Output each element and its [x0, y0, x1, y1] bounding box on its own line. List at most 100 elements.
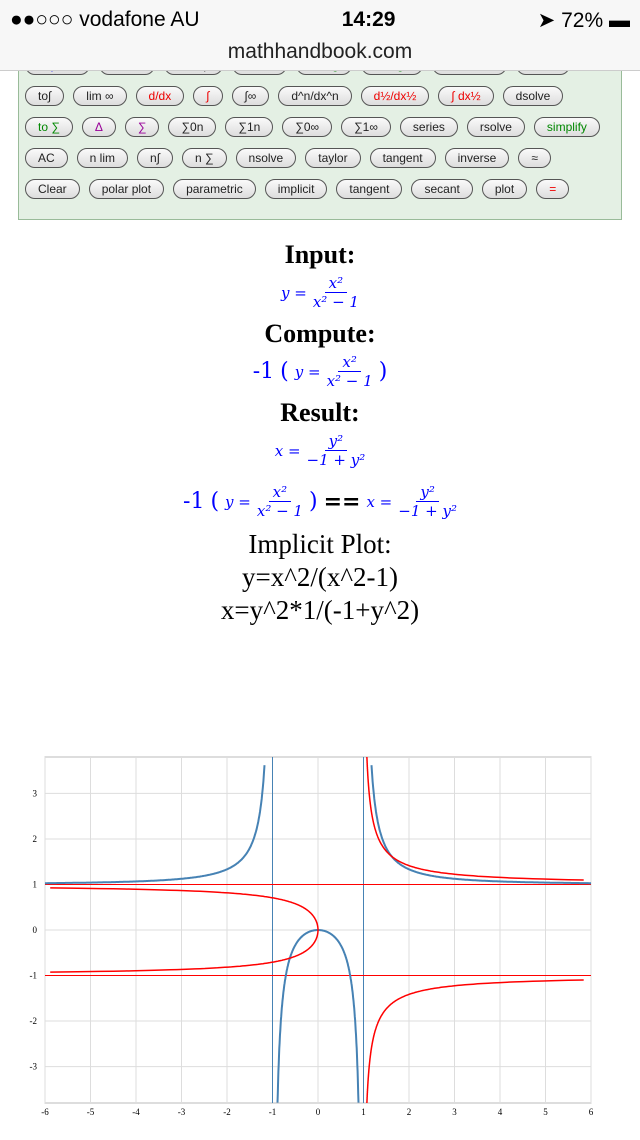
x-tick-label: -3 — [178, 1107, 186, 1117]
numerator: y² — [324, 432, 348, 451]
plot-eq-1: y=x^2/(x^2-1) — [241, 562, 399, 592]
y-tick-label: -3 — [30, 1062, 38, 1072]
denominator: x² − 1 — [312, 293, 359, 311]
keypad-row: to ∑ Δ ∑ ∑0n ∑1n ∑0∞ ∑1∞ series rsolve simplify — [19, 111, 621, 142]
key-button[interactable]: to sin — [232, 71, 287, 75]
key-button[interactable]: simplify — [533, 116, 600, 137]
numerator: y² — [416, 483, 439, 502]
denominator: −1 + y² — [306, 451, 366, 469]
battery-level: 72% — [561, 8, 604, 32]
key-button[interactable]: ∑ — [124, 116, 160, 137]
key-button[interactable]: expand — [25, 71, 91, 75]
key-button[interactable]: lim ∞ — [73, 85, 127, 106]
keypad: expand factor to exp to sin to trig to trigh d… — [18, 71, 622, 220]
lhs: x = — [274, 441, 301, 460]
key-button[interactable]: = — [536, 178, 570, 199]
prefix: -1 — [183, 489, 205, 514]
key-button[interactable]: n∫ — [137, 147, 173, 168]
equals: == — [323, 488, 361, 515]
key-button[interactable]: ∑1n — [225, 116, 274, 137]
plot-title: Implicit Plot: y=x^2/(x^2-1) x=y^2*1/(-1… — [0, 528, 640, 627]
y-tick-label: 3 — [33, 788, 38, 798]
key-button[interactable]: ∑0n — [168, 116, 217, 137]
battery: ➤ 72% ▬ — [537, 8, 630, 32]
x-tick-label: -5 — [87, 1107, 95, 1117]
lhs: y = — [294, 362, 321, 381]
key-button[interactable]: to∫ — [25, 85, 65, 106]
key-button[interactable]: Δ — [81, 116, 116, 137]
curve — [45, 765, 266, 885]
key-button[interactable]: ∑1∞ — [341, 116, 391, 137]
y-tick-label: 2 — [33, 834, 38, 844]
x-tick-label: -2 — [223, 1107, 231, 1117]
key-button[interactable]: factor — [99, 71, 156, 75]
key-button[interactable]: n ∑ — [181, 147, 227, 168]
key-button[interactable]: Clear — [25, 178, 80, 199]
clock: 14:29 — [341, 8, 396, 31]
x-tick-label: 5 — [543, 1107, 548, 1117]
key-button[interactable]: secant — [411, 178, 473, 199]
y-tick-label: 0 — [33, 925, 38, 935]
denominator: x² − 1 — [326, 372, 373, 390]
keypad-row: AC n lim n∫ n ∑ nsolve taylor tangent inverse ≈ — [19, 142, 621, 173]
key-button[interactable]: ∫ dx½ — [438, 85, 494, 106]
keypad-row: Clear polar plot parametric implicit tangent… — [19, 173, 621, 204]
key-button[interactable]: tangent — [336, 178, 403, 199]
key-button[interactable]: ≈ — [518, 147, 551, 168]
curve — [370, 765, 591, 885]
key-button[interactable]: ∫∞ — [231, 85, 270, 106]
key-button[interactable]: to exp — [164, 71, 224, 75]
key-button[interactable]: nsolve — [235, 147, 297, 168]
x-tick-label: -4 — [132, 1107, 140, 1117]
key-button[interactable]: d/dx — [135, 85, 185, 106]
keypad-row: expand factor to exp to sin to trig to trigh d… — [19, 71, 621, 80]
x-tick-label: 2 — [407, 1107, 412, 1117]
key-button[interactable]: ∫ — [193, 85, 223, 106]
carrier: ●●○○○ vodafone AU — [10, 8, 200, 31]
key-button[interactable]: n lim — [76, 147, 129, 168]
lhs: x = — [366, 492, 393, 511]
key-button[interactable]: to ∑ — [25, 116, 73, 137]
curve — [366, 979, 584, 1103]
compute-heading: Compute: — [264, 319, 376, 348]
key-button[interactable]: rsolve — [466, 116, 525, 137]
key-button[interactable]: solve — [515, 71, 570, 75]
key-button[interactable]: plot — [481, 178, 528, 199]
equation-formula: -1(y = x² x² − 1) == x = y² −1 + y² — [183, 483, 457, 520]
x-tick-label: -6 — [41, 1107, 49, 1117]
curve — [50, 887, 319, 973]
key-button[interactable]: d½/dx½ — [360, 85, 430, 106]
numerator: x² — [324, 274, 348, 293]
result-heading: Result: — [280, 398, 360, 427]
plot-eq-2: x=y^2*1/(-1+y^2) — [220, 595, 420, 625]
key-button[interactable]: to trigh — [360, 71, 424, 75]
key-button[interactable]: implicit — [264, 178, 328, 199]
y-tick-label: 1 — [33, 879, 38, 889]
x-tick-label: 4 — [498, 1107, 503, 1117]
numerator: x² — [338, 353, 361, 372]
key-button[interactable]: series — [399, 116, 458, 137]
status-bar: ●●○○○ vodafone AU 14:29 ➤ 72% ▬ — [0, 0, 640, 40]
prefix: -1 — [252, 359, 275, 384]
key-button[interactable]: polar plot — [88, 178, 165, 199]
input-formula: y = x² x² − 1 — [0, 274, 640, 311]
key-button[interactable]: tangent — [369, 147, 436, 168]
x-tick-label: 1 — [361, 1107, 366, 1117]
key-button[interactable]: AC — [25, 147, 68, 168]
x-tick-label: -1 — [269, 1107, 277, 1117]
result-formula: x = y² −1 + y² — [0, 432, 640, 469]
key-button[interactable]: taylor — [305, 147, 361, 168]
address-bar[interactable]: mathhandbook.com — [0, 40, 640, 71]
key-button[interactable]: definition — [432, 71, 507, 75]
keypad-row: to∫ lim ∞ d/dx ∫ ∫∞ d^n/dx^n d½/dx½ ∫ dx½ dsolve — [19, 80, 621, 111]
key-button[interactable]: ∑0∞ — [282, 116, 333, 137]
key-button[interactable]: dsolve — [502, 85, 564, 106]
key-button[interactable]: to trig — [295, 71, 352, 75]
denominator: −1 + y² — [398, 502, 457, 520]
x-tick-label: 3 — [452, 1107, 457, 1117]
key-button[interactable]: parametric — [173, 178, 256, 199]
key-button[interactable]: inverse — [444, 147, 510, 168]
denominator: x² − 1 — [256, 502, 303, 520]
lhs: y = — [281, 283, 307, 302]
key-button[interactable]: d^n/dx^n — [278, 85, 352, 106]
